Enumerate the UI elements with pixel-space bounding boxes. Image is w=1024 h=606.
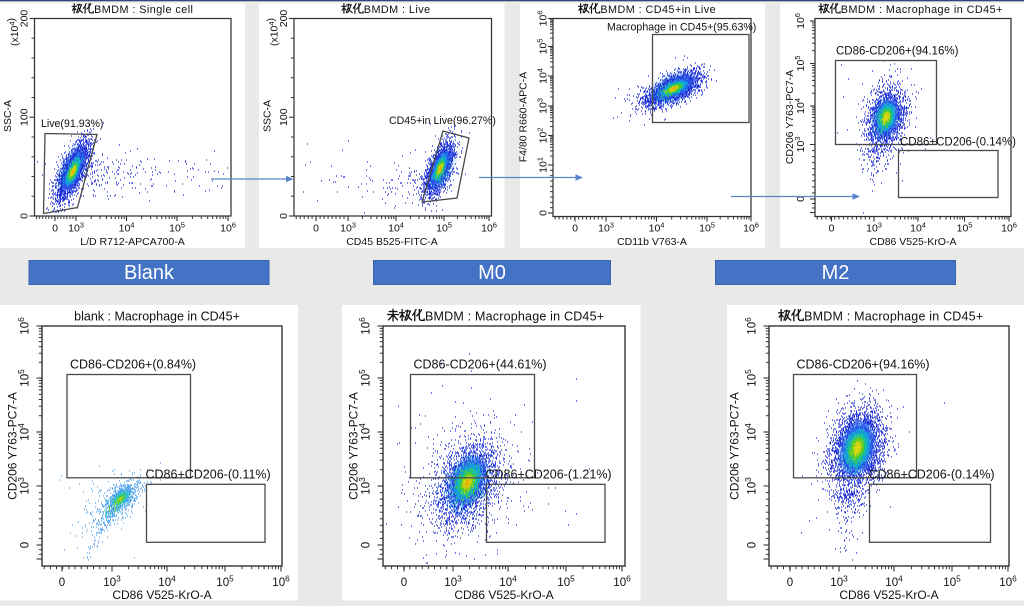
svg-text:CD206 Y763-PC7-A: CD206 Y763-PC7-A [6,392,20,500]
svg-text:0: 0 [19,213,31,219]
svg-text:0: 0 [747,542,759,548]
svg-text:0: 0 [313,223,319,235]
svg-text:200: 200 [19,10,31,28]
svg-text:0: 0 [20,542,32,548]
svg-text:BMDM : Single cell: BMDM : Single cell [94,4,193,16]
svg-text:CD86+CD206-(0.14%): CD86+CD206-(0.14%) [900,137,1016,149]
svg-text:CD86+CD206-(0.14%): CD86+CD206-(0.14%) [869,468,995,482]
svg-text:blank : Macrophage in CD45+: blank : Macrophage in CD45+ [74,310,240,324]
svg-text:M2: M2 [822,262,850,284]
svg-text:F4/80 R660-APC-A: F4/80 R660-APC-A [518,72,530,162]
svg-text:CD86-CD206+(0.84%): CD86-CD206+(0.84%) [70,358,196,372]
svg-text:BMDM : Macrophage in CD45+: BMDM : Macrophage in CD45+ [804,310,983,324]
svg-text:0: 0 [59,577,65,589]
svg-text:CD86-CD206+(44.61%): CD86-CD206+(44.61%) [414,358,547,372]
svg-text:200: 200 [278,10,290,28]
svg-text:0: 0 [278,213,290,219]
svg-text:SSC-A: SSC-A [262,100,274,132]
svg-text:BMDM : Macrophage in CD45+: BMDM : Macrophage in CD45+ [841,4,1003,16]
svg-text:0: 0 [829,223,835,235]
svg-text:CD45 B525-FITC-A: CD45 B525-FITC-A [346,236,438,248]
svg-text:100: 100 [19,108,31,126]
svg-text:0: 0 [361,542,373,548]
svg-text:CD86-CD206+(94.16%): CD86-CD206+(94.16%) [797,358,930,372]
svg-text:BMDM : CD45+in Live: BMDM : CD45+in Live [600,4,716,16]
svg-text:BMDM : Live: BMDM : Live [364,4,431,16]
svg-text:0: 0 [401,577,407,589]
svg-text:SSC-A: SSC-A [2,100,14,132]
svg-text:CD206 Y763-PC7-A: CD206 Y763-PC7-A [728,392,742,500]
svg-text:CD86+CD206-(0.11%): CD86+CD206-(0.11%) [146,468,271,482]
svg-text:L/D R712-APCA700-A: L/D R712-APCA700-A [80,236,184,248]
svg-text:CD86 V525-KrO-A: CD86 V525-KrO-A [839,588,938,602]
svg-text:0: 0 [538,210,550,216]
svg-text:CD206 Y763-PC7-A: CD206 Y763-PC7-A [784,70,796,164]
svg-text:0: 0 [572,223,578,235]
svg-text:M0: M0 [478,262,506,284]
svg-text:100: 100 [278,108,290,126]
svg-text:Blank: Blank [124,262,175,284]
svg-text:Live(91.93%): Live(91.93%) [41,118,103,130]
svg-text:CD86 V525-KrO-A: CD86 V525-KrO-A [112,588,211,602]
svg-text:0: 0 [52,223,58,235]
svg-text:CD86 V525-KrO-A: CD86 V525-KrO-A [454,588,553,602]
svg-text:0: 0 [795,196,807,202]
svg-text:CD11b V763-A: CD11b V763-A [617,236,687,248]
svg-text:CD206 Y763-PC7-A: CD206 Y763-PC7-A [347,392,361,500]
svg-text:Macrophage in CD45+(95.63%): Macrophage in CD45+(95.63%) [607,22,756,34]
svg-text:BMDM : Macrophage in CD45+: BMDM : Macrophage in CD45+ [425,310,604,324]
svg-text:0: 0 [787,577,793,589]
svg-text:CD45+in Live(96.27%): CD45+in Live(96.27%) [389,115,496,127]
svg-text:CD86+CD206-(1.21%): CD86+CD206-(1.21%) [486,468,612,482]
svg-text:CD86-CD206+(94.16%): CD86-CD206+(94.16%) [836,46,959,58]
svg-text:CD86 V525-KrO-A: CD86 V525-KrO-A [870,236,957,248]
